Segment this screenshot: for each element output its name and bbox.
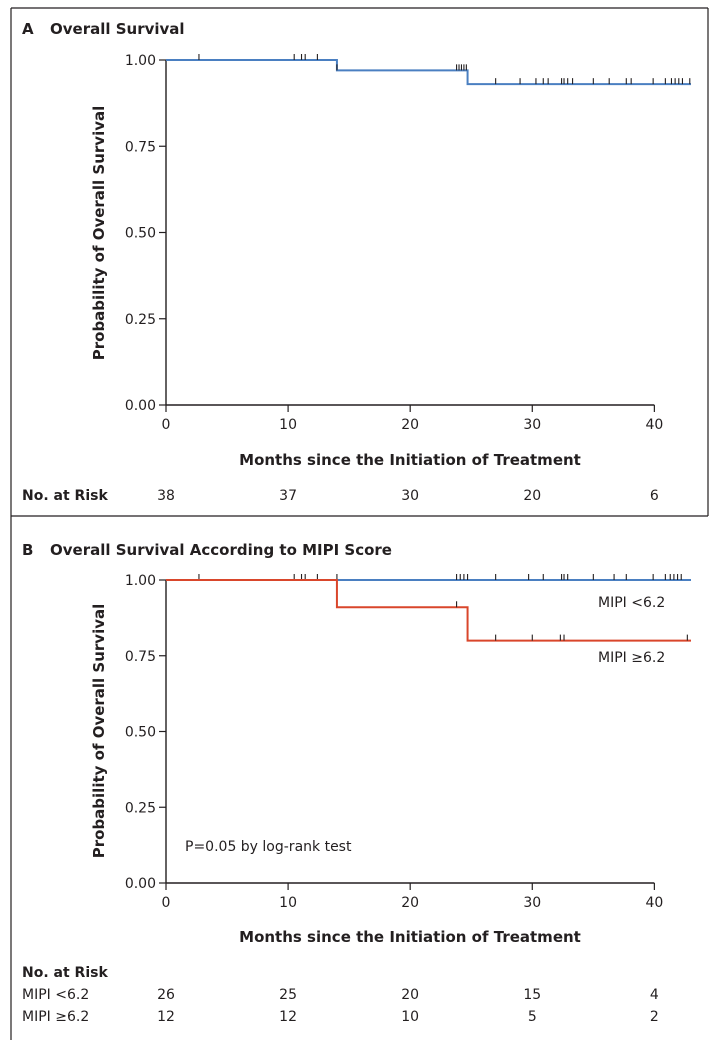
risk-value: 4 bbox=[650, 987, 659, 1003]
risk-value: 2 bbox=[650, 1009, 659, 1025]
panel-a-x-axis-label: Months since the Initiation of Treatment bbox=[239, 451, 581, 469]
y-tick-label: 0.00 bbox=[125, 398, 156, 414]
panel-a-frame bbox=[10, 7, 709, 1040]
x-tick-label: 10 bbox=[279, 417, 297, 433]
x-tick-label: 0 bbox=[162, 895, 171, 911]
series-label: MIPI ≥6.2 bbox=[598, 650, 665, 666]
panel-a-y-axis-label: Probability of Overall Survival bbox=[90, 106, 108, 361]
x-tick-label: 30 bbox=[523, 417, 541, 433]
panel-b-plot-area: 0.00 0.25 0.50 0.75 1.00 0 10 20 30 40 MIPI <6.2 MI… bbox=[22, 573, 691, 1025]
panel-a-title: Overall Survival bbox=[50, 20, 185, 38]
x-tick-label: 40 bbox=[645, 417, 663, 433]
panel-a-letter: A bbox=[22, 20, 34, 38]
panel-b-letter: B bbox=[22, 541, 33, 559]
y-tick-label: 1.00 bbox=[125, 53, 156, 69]
survival-curve-1 bbox=[166, 59, 691, 86]
panel-a-risk-heading: No. at Risk bbox=[22, 488, 108, 504]
y-tick-label: 0.50 bbox=[125, 226, 156, 242]
risk-value: 12 bbox=[157, 1009, 175, 1025]
risk-row-label: MIPI <6.2 bbox=[22, 987, 89, 1003]
risk-value: 26 bbox=[157, 987, 175, 1003]
x-tick-label: 30 bbox=[523, 895, 541, 911]
panel-a-plot-area: 0.00 0.25 0.50 0.75 1.00 0 10 20 30 40 38 37 30 20 6 bbox=[125, 53, 691, 504]
panel-b: B Overall Survival According to MIPI Sco… bbox=[22, 541, 691, 1025]
y-tick-label: 0.00 bbox=[125, 876, 156, 892]
risk-value: 15 bbox=[523, 987, 541, 1003]
series-label: MIPI <6.2 bbox=[598, 595, 665, 611]
y-tick-label: 0.75 bbox=[125, 139, 156, 155]
risk-value: 38 bbox=[157, 488, 175, 504]
panel-b-y-axis-label: Probability of Overall Survival bbox=[90, 604, 108, 859]
risk-value: 30 bbox=[401, 488, 419, 504]
risk-value: 25 bbox=[279, 987, 297, 1003]
risk-row-label: MIPI ≥6.2 bbox=[22, 1009, 89, 1025]
y-tick-label: 0.25 bbox=[125, 800, 156, 816]
x-tick-label: 20 bbox=[401, 417, 419, 433]
y-tick-label: 0.25 bbox=[125, 312, 156, 328]
risk-value: 12 bbox=[279, 1009, 297, 1025]
risk-value: 20 bbox=[523, 488, 541, 504]
panel-a: A Overall Survival Probability of Overal… bbox=[22, 20, 691, 504]
panel-b-title: Overall Survival According to MIPI Score bbox=[50, 541, 392, 559]
y-tick-label: 0.75 bbox=[125, 649, 156, 665]
risk-value: 20 bbox=[401, 987, 419, 1003]
y-tick-label: 1.00 bbox=[125, 573, 156, 589]
x-tick-label: 40 bbox=[645, 895, 663, 911]
y-tick-label: 0.50 bbox=[125, 725, 156, 741]
x-tick-label: 10 bbox=[279, 895, 297, 911]
risk-value: 5 bbox=[528, 1009, 537, 1025]
panel-b-x-axis-label: Months since the Initiation of Treatment bbox=[239, 928, 581, 946]
survival-curve-2 bbox=[166, 579, 691, 642]
panel-b-risk-heading: No. at Risk bbox=[22, 965, 108, 981]
x-tick-label: 0 bbox=[162, 417, 171, 433]
risk-value: 6 bbox=[650, 488, 659, 504]
x-tick-label: 20 bbox=[401, 895, 419, 911]
panel-b-p-value: P=0.05 by log-rank test bbox=[185, 839, 352, 855]
risk-value: 10 bbox=[401, 1009, 419, 1025]
risk-value: 37 bbox=[279, 488, 297, 504]
